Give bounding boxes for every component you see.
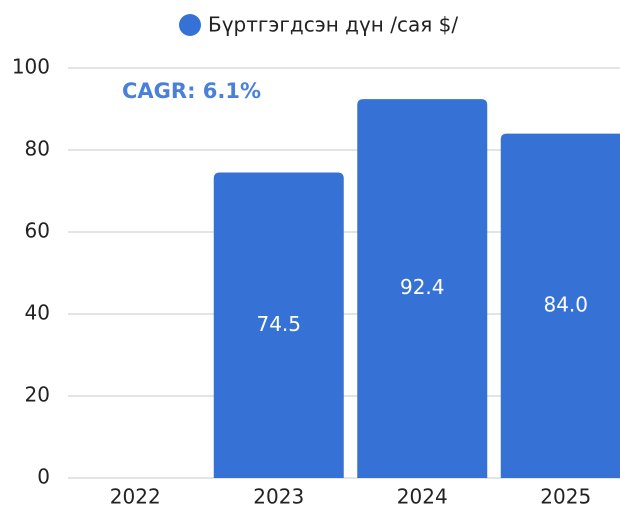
value-label: 92.4 [400,275,445,299]
value-label: 84.0 [543,292,588,316]
y-tick-label: 0 [37,465,50,489]
y-tick-label: 40 [25,301,50,325]
legend-label: Бүртгэгдсэн дүн /сая $/ [208,13,458,37]
bar [357,99,488,478]
x-tick-label: 2024 [397,485,448,507]
x-tick-label: 2025 [540,485,591,507]
x-tick-label: 2023 [253,485,304,507]
x-tick-label: 2022 [110,485,161,507]
y-tick-label: 80 [25,137,50,161]
value-label: 74.5 [256,312,301,336]
y-tick-label: 100 [12,55,50,79]
legend-swatch [179,14,201,36]
annotation: CAGR: 6.1% [122,79,261,103]
bar [500,133,620,478]
bar [213,172,344,479]
y-tick-label: 60 [25,219,50,243]
y-tick-label: 20 [25,383,50,407]
